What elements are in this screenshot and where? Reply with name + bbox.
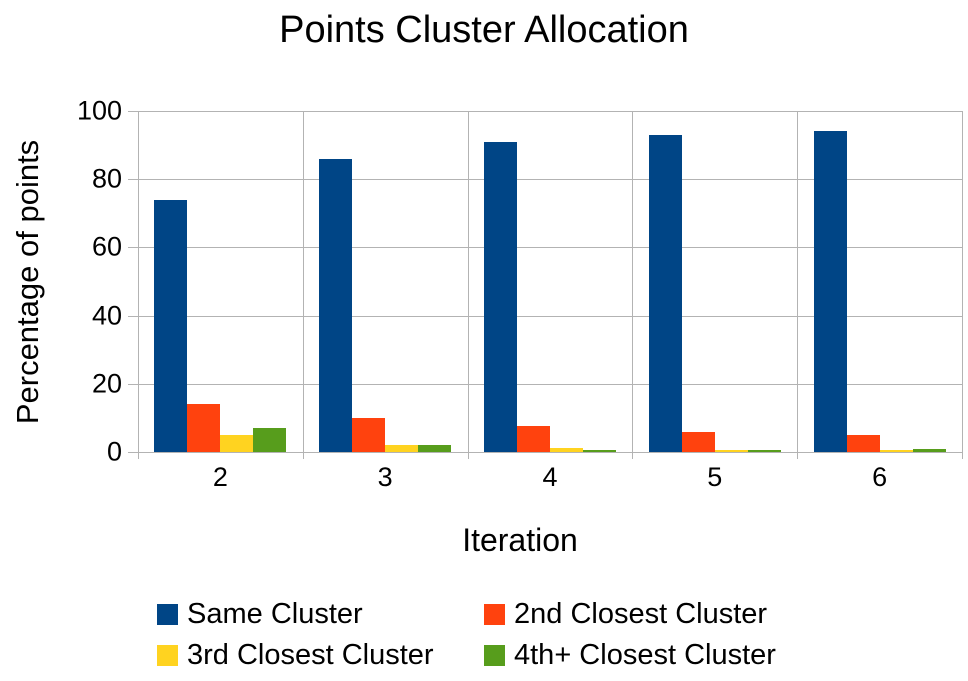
- bar-3rd-closest-cluster: [879, 450, 913, 452]
- legend-label: Same Cluster: [187, 598, 363, 630]
- y-axis-tick: [128, 179, 138, 181]
- x-axis-tick-label: 6: [872, 462, 888, 492]
- bar-4th-closest-cluster: [912, 448, 946, 452]
- bar-2nd-closest-cluster: [187, 404, 221, 452]
- gridline-horizontal: [138, 179, 962, 181]
- bar-2nd-closest-cluster: [352, 417, 386, 452]
- gridline-horizontal: [138, 315, 962, 317]
- gridline-vertical: [962, 111, 963, 452]
- bar-4th-closest-cluster: [582, 450, 616, 452]
- legend-swatch: [484, 604, 505, 625]
- y-axis-tick: [128, 383, 138, 385]
- y-axis-tick-label: 0: [106, 436, 122, 467]
- plot-area: 0 20 40 60 80 100 2 3 4 5 6: [77, 96, 963, 492]
- chart-title: Points Cluster Allocation: [279, 9, 689, 51]
- x-axis-tick: [797, 452, 799, 459]
- y-axis-tick: [128, 111, 138, 112]
- x-axis-tick: [302, 452, 304, 459]
- x-axis-tick: [962, 452, 963, 459]
- bar-same-cluster: [484, 141, 518, 452]
- legend-item: Same Cluster: [157, 600, 363, 629]
- bar-same-cluster: [319, 158, 353, 452]
- y-axis-tick: [128, 315, 138, 317]
- gridline-vertical: [138, 111, 139, 452]
- legend-item: 2nd Closest Cluster: [484, 600, 767, 629]
- legend-label: 3rd Closest Cluster: [187, 639, 434, 671]
- legend-label: 4th+ Closest Cluster: [514, 639, 776, 671]
- gridline-horizontal: [138, 452, 962, 453]
- bar-2nd-closest-cluster: [517, 426, 550, 452]
- gridline-vertical: [467, 111, 469, 452]
- y-axis-tick-label: 60: [91, 231, 122, 262]
- y-axis-tick-label: 20: [91, 368, 122, 399]
- y-axis-title: Percentage of points: [10, 140, 46, 424]
- y-axis-tick-label: 100: [76, 95, 122, 126]
- bar-3rd-closest-cluster: [550, 447, 583, 452]
- legend-item: 4th+ Closest Cluster: [484, 641, 776, 670]
- x-axis-tick-label: 2: [212, 462, 228, 492]
- bar-4th-closest-cluster: [418, 444, 452, 452]
- legend-label: 2nd Closest Cluster: [514, 598, 768, 630]
- bar-3rd-closest-cluster: [714, 449, 748, 452]
- bar-same-cluster: [154, 199, 188, 452]
- legend-item: 3rd Closest Cluster: [157, 641, 434, 670]
- y-axis-tick-label: 80: [91, 163, 122, 194]
- gridline-vertical: [632, 111, 634, 452]
- y-axis-tick: [128, 247, 138, 249]
- y-axis-title-text: Percentage of points: [10, 139, 45, 425]
- bar-4th-closest-cluster: [747, 450, 781, 452]
- legend-swatch: [157, 645, 178, 666]
- bar-3rd-closest-cluster: [385, 445, 419, 452]
- gridline-horizontal: [138, 383, 962, 385]
- legend-swatch: [484, 645, 505, 666]
- x-axis-tick: [632, 452, 634, 459]
- bar-same-cluster: [648, 134, 682, 452]
- x-axis-tick: [467, 452, 469, 459]
- x-axis-tick-label: 5: [707, 462, 723, 492]
- gridline-horizontal: [138, 111, 962, 112]
- bar-4th-closest-cluster: [253, 428, 287, 452]
- bar-3rd-closest-cluster: [220, 434, 254, 452]
- gridline-horizontal: [138, 247, 962, 249]
- x-axis-tick-label: 3: [377, 462, 393, 492]
- x-axis-title: Iteration: [462, 522, 578, 558]
- gridline-vertical: [302, 111, 304, 452]
- y-axis-tick-label: 40: [91, 300, 122, 331]
- x-axis-tick: [138, 452, 139, 459]
- gridline-vertical: [797, 111, 799, 452]
- bar-2nd-closest-cluster: [846, 434, 880, 452]
- y-axis-tick: [128, 452, 138, 453]
- bar-2nd-closest-cluster: [681, 431, 715, 452]
- x-axis-tick-label: 4: [542, 462, 558, 492]
- bar-same-cluster: [813, 131, 847, 452]
- legend-swatch: [157, 604, 178, 625]
